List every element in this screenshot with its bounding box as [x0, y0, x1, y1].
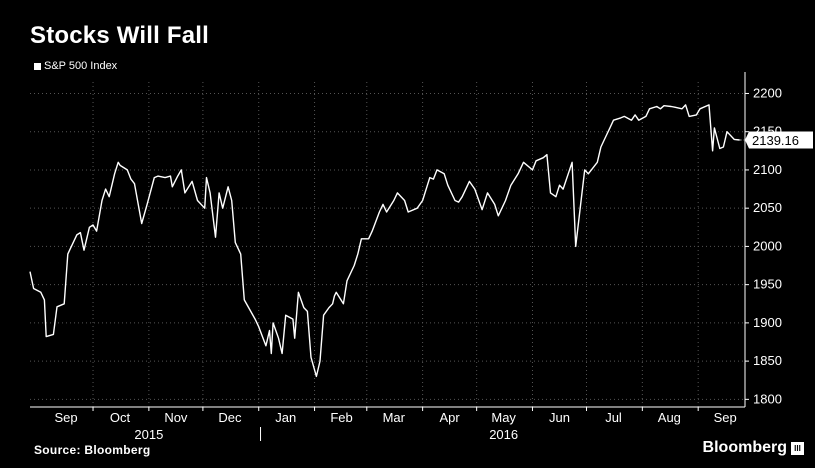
source-note: Source: Bloomberg: [34, 443, 151, 457]
gridlines: [30, 82, 745, 407]
y-tick-label: 2050: [753, 200, 782, 215]
x-tick-label: Feb: [330, 410, 352, 425]
series-line: [29, 104, 740, 378]
y-tick-label: 2000: [753, 238, 782, 253]
last-value-tag: [745, 131, 813, 149]
last-value-label: 2139.16: [752, 133, 799, 148]
x-tick-label: Jun: [549, 410, 570, 425]
x-tick-label: Apr: [440, 410, 461, 425]
legend-label: S&P 500 Index: [44, 60, 118, 72]
brand-name: Bloomberg: [702, 439, 787, 456]
x-tick-label: Sep: [714, 410, 737, 425]
x-tick-label: Mar: [383, 410, 406, 425]
legend-swatch: [34, 62, 41, 70]
bloomberg-logo-icon: III: [791, 441, 804, 455]
x-tick-label: Jan: [275, 410, 296, 425]
x-tick-label: Aug: [658, 410, 681, 425]
y-tick-label: 1950: [753, 277, 782, 292]
last-value-marker: 2139.16: [739, 131, 813, 149]
x-tick-label: Dec: [218, 410, 242, 425]
x-tick-label: Nov: [164, 410, 188, 425]
y-tick-label: 1800: [753, 391, 782, 406]
year-label: 2015: [134, 427, 163, 442]
y-tick-label: 2200: [753, 85, 782, 100]
chart-title: Stocks Will Fall: [30, 22, 210, 49]
year-label: 2016: [489, 427, 518, 442]
series-lines: [29, 104, 740, 378]
y-tick-label: 1850: [753, 353, 782, 368]
brand-logo: Bloomberg III: [703, 439, 804, 457]
x-tick-label: Jul: [605, 410, 622, 425]
legend: S&P 500 Index: [34, 60, 117, 72]
x-tick-label: May: [491, 410, 516, 425]
x-axis: Sep Oct Nov Dec Jan Feb Mar Apr May Jun Jul Aug Sep 2…: [30, 406, 745, 442]
x-tick-label: Oct: [110, 410, 131, 425]
y-tick-label: 2100: [753, 162, 782, 177]
y-tick-label: 1900: [753, 315, 782, 330]
x-tick-label: Sep: [54, 410, 77, 425]
